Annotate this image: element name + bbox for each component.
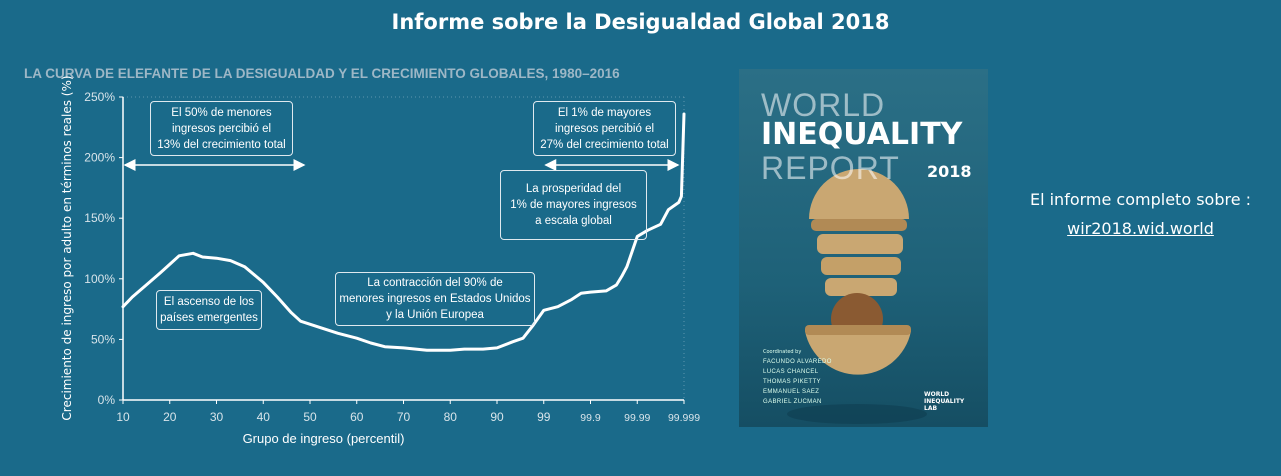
x-tick-label: 50	[303, 410, 317, 424]
cover-coordinated-by: Coordinated by	[763, 349, 802, 355]
y-tick-label: 250%	[84, 90, 115, 104]
cover-author: LUCAS CHANCEL	[763, 369, 819, 375]
cover-author: EMMANUEL SAEZ	[763, 389, 820, 395]
x-tick-label: 99.99	[624, 412, 650, 424]
x-tick-label: 60	[350, 410, 364, 424]
cover-report: REPORT	[761, 150, 900, 186]
globe-sculpture-illustration	[787, 169, 927, 424]
report-cover-image: WORLD INEQUALITY REPORT 2018 Coordinated…	[739, 69, 988, 427]
elephant-curve-chart: 0% 50% 100% 150% 200% 250% 10 20 30 40 50 60 70 80 90 9…	[60, 75, 700, 446]
world-inequality-lab-logo: WORLD INEQUALITY LAB	[924, 391, 965, 412]
annotation-bottom-50: El 50% de menores ingresos percibió el 1…	[150, 101, 293, 156]
y-tick-label: 150%	[84, 211, 115, 225]
chart-title: LA CURVA DE ELEFANTE DE LA DESIGUALDAD Y…	[24, 66, 620, 81]
x-tick-label: 40	[257, 410, 271, 424]
y-tick-label: 0%	[98, 393, 116, 407]
report-link[interactable]: wir2018.wid.world	[1067, 219, 1214, 238]
y-tick-label: 50%	[91, 332, 115, 346]
cover-author: THOMAS PIKETTY	[763, 379, 821, 385]
cover-inequality: INEQUALITY	[761, 117, 963, 152]
x-tick-label: 90	[490, 410, 504, 424]
full-report-label: El informe completo sobre :	[1029, 190, 1252, 209]
growth-curve-line	[121, 112, 686, 352]
x-tick-label: 10	[116, 410, 130, 424]
annotation-top-1: El 1% de mayores ingresos percibió el 27…	[533, 101, 676, 156]
cover-year: 2018	[927, 162, 972, 181]
x-tick-label: 99.9	[580, 412, 601, 424]
annotation-prosperity: La prosperidad del 1% de mayores ingreso…	[500, 170, 647, 240]
x-tick-label: 80	[444, 410, 458, 424]
x-tick-label: 30	[210, 410, 224, 424]
x-axis-label: Grupo de ingreso (percentil)	[243, 431, 405, 446]
x-tick-label: 99.999	[668, 412, 700, 424]
cover-world: WORLD	[761, 87, 886, 123]
x-tick-label: 99	[537, 410, 551, 424]
annotation-contraction: La contracción del 90% de menores ingres…	[335, 272, 535, 326]
y-axis-label: Crecimiento de ingreso por adulto en tér…	[60, 75, 74, 420]
y-tick-label: 100%	[84, 272, 115, 286]
x-tick-label: 20	[163, 410, 177, 424]
page-title: Informe sobre la Desigualdad Global 2018	[391, 10, 890, 34]
x-tick-label: 70	[397, 410, 411, 424]
y-tick-label: 200%	[84, 151, 115, 165]
cover-author: FACUNDO ALVAREDO	[763, 359, 832, 365]
annotation-emerging: El ascenso de los países emergentes	[156, 290, 262, 330]
cover-author: GABRIEL ZUCMAN	[763, 399, 822, 405]
